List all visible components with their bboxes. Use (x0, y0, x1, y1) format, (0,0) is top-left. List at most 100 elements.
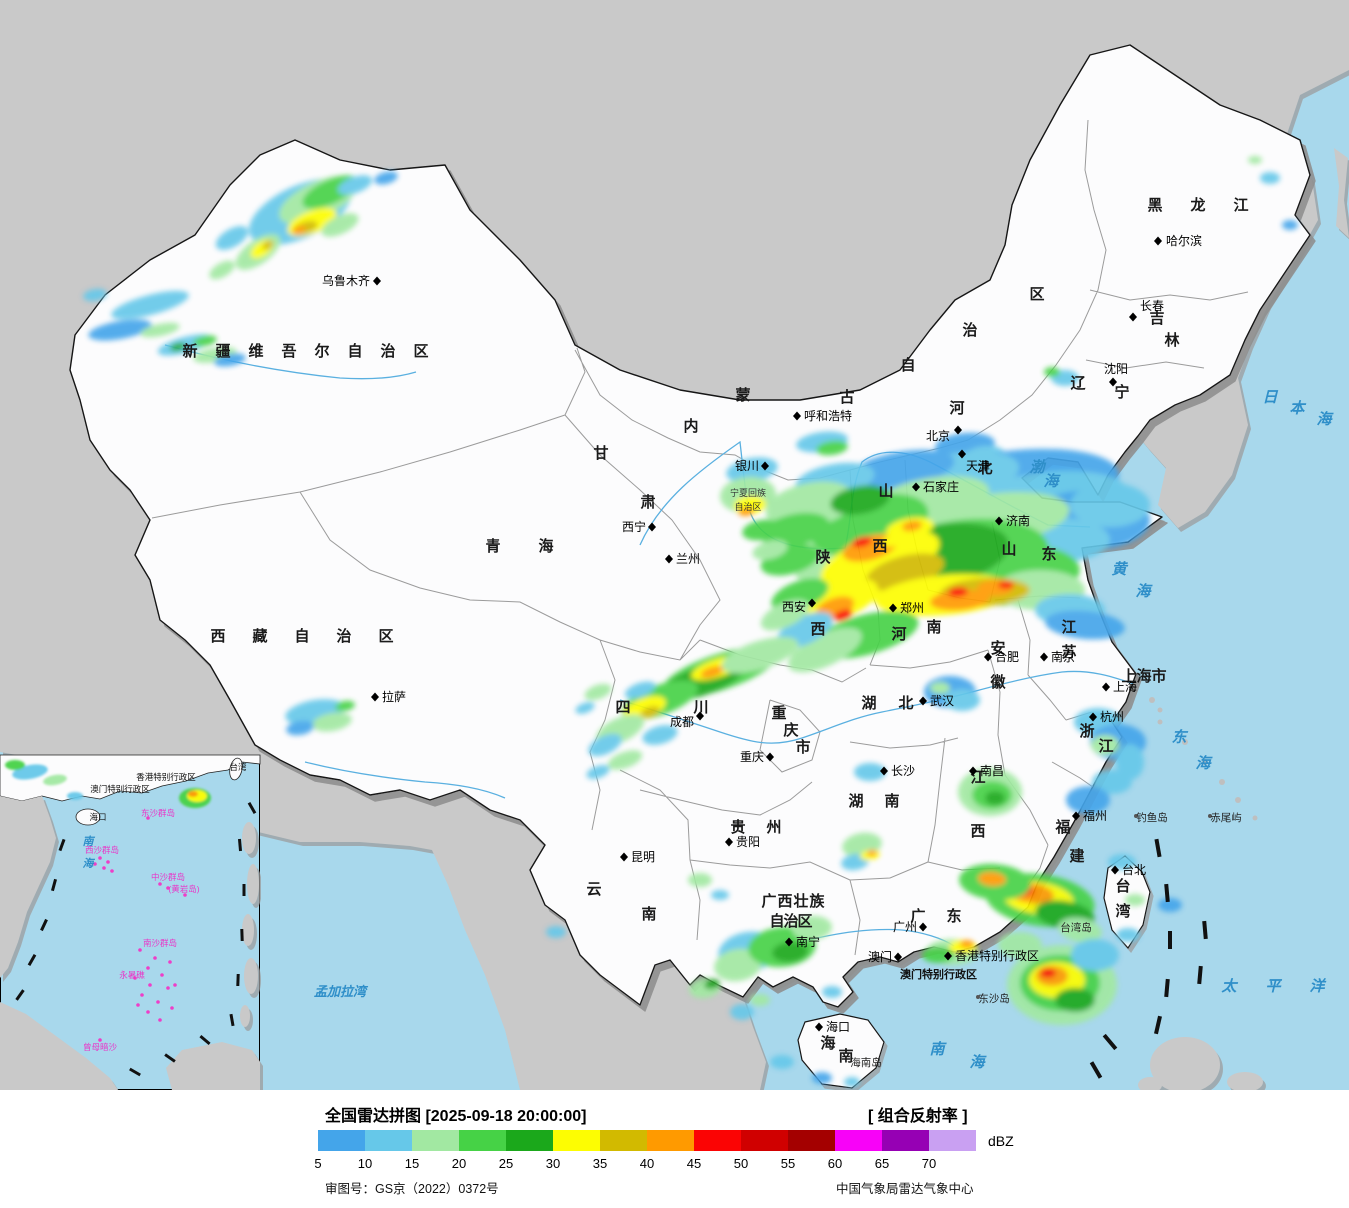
radar-echo (586, 765, 610, 779)
inset-island-dot (168, 960, 172, 964)
city-marker (665, 554, 673, 564)
radar-echo (1248, 156, 1262, 164)
city-marker (1040, 652, 1048, 662)
sea-boundary-dash (58, 838, 66, 852)
inset-island-dot (98, 1038, 102, 1042)
city-marker (371, 692, 379, 702)
sea-boundary-dash (247, 802, 257, 814)
inset-borneo (166, 1042, 260, 1090)
sea-boundary-dash (237, 838, 243, 852)
inset-hainan (75, 808, 101, 826)
south-china-sea-inset: 台湾香港特别行政区澳门特别行政区海口南海东沙群岛西沙群岛中沙群岛(黄岩岛)南沙群… (0, 754, 261, 1090)
radar-echo (772, 941, 808, 963)
radar-echo (742, 519, 782, 541)
radar-echo (575, 702, 595, 714)
city-marker (912, 482, 920, 492)
radar-echo (704, 978, 720, 990)
radar-echo (335, 700, 355, 712)
legend-tick: 40 (639, 1156, 655, 1171)
city-marker (958, 449, 966, 459)
radar-echo (760, 512, 830, 548)
inset-island-dot (158, 1018, 162, 1022)
inset-island-dot (136, 1003, 140, 1007)
inset-island-dot (153, 956, 157, 960)
radar-echo (998, 932, 1042, 958)
ryukyu-islands (1149, 697, 1258, 821)
city-marker (1154, 236, 1162, 246)
radar-echo (721, 636, 799, 674)
radar-echo (1044, 367, 1060, 377)
radar-echo-layer (83, 156, 1298, 1087)
radar-echo (1108, 854, 1136, 870)
legend-tick: 5 (314, 1156, 322, 1171)
inset-taiwan (229, 757, 243, 781)
radar-echo (792, 915, 832, 941)
inset-island-dot (156, 1000, 160, 1004)
city-marker (944, 951, 952, 961)
legend-color-segment (506, 1130, 553, 1151)
sea-boundary-dash (50, 878, 58, 892)
dbz-colorbar (318, 1130, 976, 1151)
radar-echo (902, 520, 922, 532)
radar-echo (111, 290, 189, 320)
city-marker (815, 1022, 823, 1032)
sea-boundary-dash (1202, 920, 1208, 940)
inset-island-dot (170, 1006, 174, 1010)
inset-island-dot (148, 983, 152, 987)
radar-echo (1158, 898, 1182, 912)
radar-echo (930, 682, 950, 694)
radar-echo (1040, 968, 1056, 978)
radar-echo (714, 948, 762, 982)
city-marker (880, 766, 888, 776)
legend-panel: 全国雷达拼图 [2025-09-18 20:00:00] [ 组合反射率 ] d… (0, 1090, 1349, 1208)
legend-color-segment (365, 1130, 412, 1151)
inset-island-dot (166, 986, 170, 990)
radar-echo (1282, 220, 1298, 230)
inset-island-dot (102, 866, 106, 870)
inset-radar-echoes (5, 760, 211, 808)
hainan-island (797, 1013, 885, 1089)
radar-echo (738, 507, 754, 517)
radar-echo (944, 689, 980, 711)
radar-echo (262, 240, 274, 250)
china-territory (69, 44, 1311, 1008)
islet-dot (1134, 814, 1138, 818)
legend-tick: 50 (733, 1156, 749, 1171)
sea-boundary-dash (240, 928, 244, 942)
sea-boundary-dash (1164, 978, 1170, 998)
inset-island-dot (146, 816, 150, 820)
radar-echo (607, 750, 643, 770)
sea-boundary-dash (27, 954, 37, 966)
radar-echo (1116, 928, 1140, 942)
radar-echo (750, 994, 770, 1006)
radar-echo (978, 871, 1006, 887)
inset-island-dot (133, 976, 137, 980)
boundary-dash-layer (1089, 838, 1208, 1079)
city-marker (620, 852, 628, 862)
islet-dot (1208, 814, 1212, 818)
legend-tick: 70 (921, 1156, 937, 1171)
sea-boundary-dash (129, 1067, 141, 1077)
radar-echo (788, 627, 862, 673)
inset-island-dot (106, 860, 110, 864)
radar-echo (760, 599, 810, 631)
inset-island-dot (173, 983, 177, 987)
legend-color-segment (929, 1130, 976, 1151)
legend-color-segment (412, 1130, 459, 1151)
dbz-unit: dBZ (988, 1133, 1014, 1149)
legend-color-segment (647, 1130, 694, 1151)
radar-echo (688, 873, 712, 887)
inset-island-dot (158, 882, 162, 886)
radar-echo (922, 947, 954, 963)
radar-echo (1091, 735, 1119, 755)
radar-echo (1066, 786, 1110, 814)
product-label: [ 组合反射率 ] (868, 1108, 968, 1125)
radar-echo (5, 760, 25, 770)
city-marker (808, 598, 816, 608)
inset-vietnam (0, 796, 56, 978)
city-marker (373, 276, 381, 286)
city-marker (1072, 811, 1080, 821)
sea-boundary-dash (1168, 931, 1172, 949)
license-number: 审图号：GS京（2022）0372号 (325, 1182, 499, 1196)
